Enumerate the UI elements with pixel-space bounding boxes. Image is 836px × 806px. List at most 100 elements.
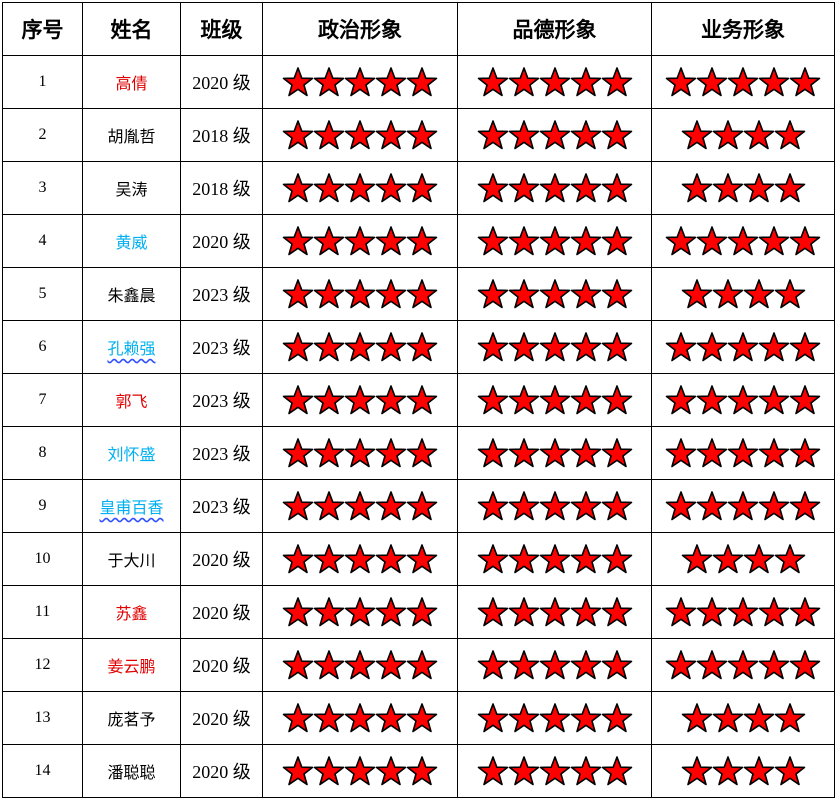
business-rating — [651, 267, 835, 321]
table-row: 9 皇甫百香 2023 级 — [2, 479, 835, 533]
business-rating — [651, 320, 835, 374]
row-number: 10 — [2, 532, 83, 586]
student-name-text: 胡胤哲 — [107, 127, 156, 146]
business-rating — [651, 532, 835, 586]
star-icon — [313, 67, 345, 97]
table-row: 10 于大川 2020 级 — [2, 532, 835, 586]
row-number: 3 — [2, 161, 83, 215]
star-icon — [375, 703, 407, 733]
star-icon — [313, 544, 345, 574]
student-name: 吴涛 — [82, 161, 181, 215]
star-icon — [570, 279, 601, 309]
star-icon — [570, 385, 601, 415]
star-icon — [375, 597, 407, 627]
star-icon — [758, 332, 790, 362]
student-name-text: 黄威 — [115, 233, 148, 252]
star-icon — [774, 173, 805, 203]
star-icon — [477, 279, 508, 309]
star-icon — [508, 67, 539, 97]
star-icon — [601, 544, 632, 574]
star-icon — [313, 173, 345, 203]
star-icon — [344, 438, 376, 468]
star-icon — [313, 332, 345, 362]
business-rating — [651, 108, 835, 162]
star-icon — [477, 491, 508, 521]
star-icon — [712, 279, 743, 309]
star-icon — [282, 226, 314, 256]
politics-rating — [262, 532, 458, 586]
morality-rating — [457, 267, 652, 321]
student-name: 刘怀盛 — [82, 426, 181, 480]
star-icon — [727, 597, 759, 627]
morality-rating — [457, 638, 652, 692]
star-icon — [344, 756, 376, 786]
star-icon — [539, 226, 570, 256]
business-rating — [651, 214, 835, 268]
header-class: 班级 — [180, 2, 263, 56]
star-icon — [282, 756, 314, 786]
morality-rating — [457, 373, 652, 427]
star-icon — [789, 597, 821, 627]
politics-rating — [262, 373, 458, 427]
star-icon — [344, 226, 376, 256]
star-icon — [789, 385, 821, 415]
star-icon — [570, 226, 601, 256]
star-icon — [375, 173, 407, 203]
student-name: 庞茗予 — [82, 691, 181, 745]
student-class: 2023 级 — [180, 320, 263, 374]
star-icon — [601, 438, 632, 468]
politics-rating — [262, 691, 458, 745]
business-rating — [651, 691, 835, 745]
header-row: 序号 姓名 班级 政治形象 品德形象 业务形象 — [2, 2, 835, 56]
star-icon — [727, 385, 759, 415]
star-icon — [665, 650, 697, 680]
star-icon — [758, 491, 790, 521]
star-icon — [282, 385, 314, 415]
star-icon — [539, 385, 570, 415]
morality-rating — [457, 320, 652, 374]
star-icon — [743, 120, 774, 150]
star-icon — [601, 279, 632, 309]
star-icon — [344, 332, 376, 362]
star-icon — [727, 438, 759, 468]
star-icon — [601, 67, 632, 97]
star-icon — [758, 226, 790, 256]
star-icon — [727, 226, 759, 256]
star-icon — [282, 120, 314, 150]
star-icon — [282, 332, 314, 362]
student-class: 2018 级 — [180, 161, 263, 215]
student-name: 胡胤哲 — [82, 108, 181, 162]
star-icon — [344, 67, 376, 97]
star-icon — [601, 703, 632, 733]
star-icon — [539, 279, 570, 309]
star-icon — [601, 491, 632, 521]
star-icon — [406, 597, 438, 627]
morality-rating — [457, 55, 652, 109]
star-icon — [282, 597, 314, 627]
star-icon — [313, 279, 345, 309]
student-class: 2020 级 — [180, 691, 263, 745]
business-rating — [651, 161, 835, 215]
star-icon — [539, 650, 570, 680]
star-icon — [313, 650, 345, 680]
header-politics: 政治形象 — [262, 2, 458, 56]
student-name-text: 吴涛 — [115, 180, 148, 199]
star-icon — [570, 120, 601, 150]
star-icon — [406, 226, 438, 256]
table-row: 11 苏鑫 2020 级 — [2, 585, 835, 639]
star-icon — [665, 385, 697, 415]
star-icon — [375, 756, 407, 786]
star-icon — [477, 332, 508, 362]
row-number: 7 — [2, 373, 83, 427]
star-icon — [375, 544, 407, 574]
star-icon — [375, 650, 407, 680]
star-icon — [665, 597, 697, 627]
star-icon — [727, 491, 759, 521]
star-icon — [570, 332, 601, 362]
star-icon — [282, 438, 314, 468]
student-class: 2023 级 — [180, 479, 263, 533]
star-icon — [758, 67, 790, 97]
table-row: 6 孔赖强 2023 级 — [2, 320, 835, 374]
star-icon — [313, 703, 345, 733]
star-icon — [758, 385, 790, 415]
